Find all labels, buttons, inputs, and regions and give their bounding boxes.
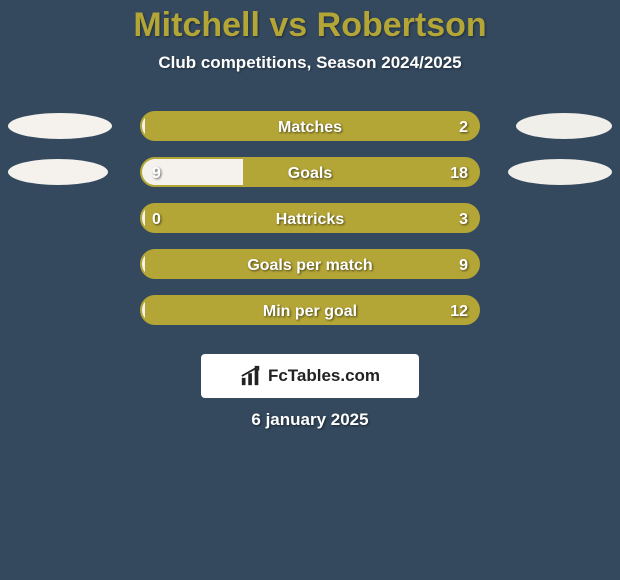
stat-bar: Hattricks03: [140, 203, 480, 233]
stat-bar-right-fill: [145, 113, 478, 139]
player-right-ellipse: [516, 113, 612, 139]
stat-row: Matches2: [0, 111, 620, 141]
source-logo: FcTables.com: [201, 354, 419, 398]
comparison-infographic: Mitchell vs Robertson Club competitions,…: [0, 0, 620, 580]
stat-rows: Matches2 Goals918 Hattricks03 Goals per mat…: [0, 111, 620, 325]
stat-row: Hattricks03: [0, 203, 620, 233]
stat-bar: Matches2: [140, 111, 480, 141]
generated-date: 6 january 2025: [0, 410, 620, 430]
player-left-ellipse: [8, 113, 112, 139]
stat-bar-right-fill: [145, 297, 478, 323]
stat-bar-right-fill: [243, 159, 478, 185]
stat-row: Min per goal12: [0, 295, 620, 325]
stat-bar: Goals918: [140, 157, 480, 187]
player-left-ellipse: [8, 159, 108, 185]
source-logo-text: FcTables.com: [268, 366, 380, 386]
stat-row: Goals per match9: [0, 249, 620, 279]
stat-row: Goals918: [0, 157, 620, 187]
stat-bar-right-fill: [145, 205, 478, 231]
player-right-ellipse: [508, 159, 612, 185]
page-title: Mitchell vs Robertson: [0, 0, 620, 45]
bar-chart-icon: [240, 365, 262, 387]
stat-bar: Goals per match9: [140, 249, 480, 279]
stat-bar: Min per goal12: [140, 295, 480, 325]
page-subtitle: Club competitions, Season 2024/2025: [0, 53, 620, 73]
stat-bar-right-fill: [145, 251, 478, 277]
stat-bar-left-fill: [142, 159, 243, 185]
